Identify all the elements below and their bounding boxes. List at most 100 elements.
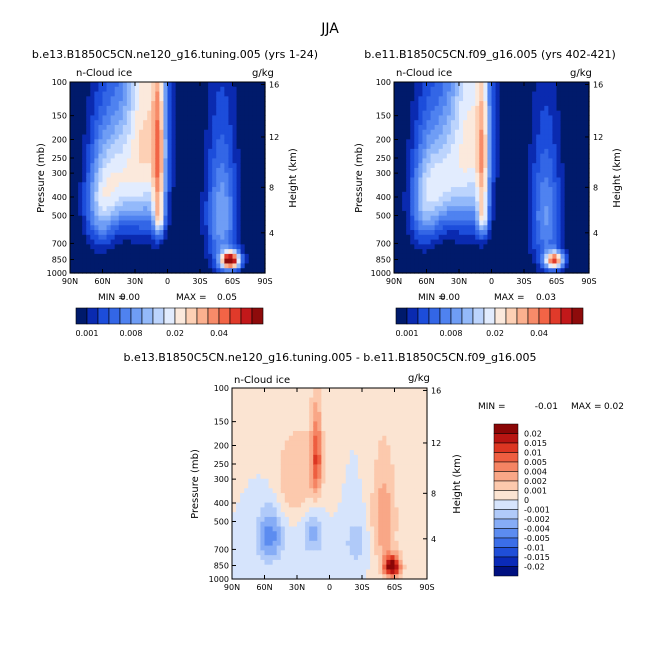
heatmap-cell [268, 497, 274, 504]
heatmap-cell [276, 473, 282, 480]
heatmap-cell [568, 206, 574, 212]
heatmap-cell [90, 177, 95, 183]
heatmap-cell [130, 167, 136, 174]
heatmap-cell [240, 531, 245, 537]
heatmap-cell [572, 215, 578, 222]
heatmap-cell [394, 182, 399, 188]
heatmap-cell [155, 91, 160, 97]
heatmap-cell [106, 215, 112, 222]
heatmap-cell [491, 182, 497, 188]
heatmap-cell [402, 115, 407, 121]
heatmap-cell [102, 144, 108, 150]
heatmap-cell [139, 249, 144, 255]
heatmap-cell [151, 129, 156, 136]
heatmap-cell [515, 163, 521, 169]
heatmap-cell [232, 416, 237, 423]
heatmap-cell [288, 497, 294, 504]
heatmap-cell [256, 110, 262, 117]
heatmap-cell [532, 124, 537, 131]
heatmap-cell [479, 177, 484, 183]
heatmap-cell [90, 86, 95, 93]
heatmap-cell [244, 502, 249, 508]
y2-tick-label: 8 [593, 183, 598, 192]
heatmap-cell [479, 144, 484, 150]
heatmap-cell [284, 426, 290, 432]
heatmap-cell [544, 210, 549, 217]
heatmap-cell [171, 206, 177, 212]
heatmap-cell [418, 120, 424, 126]
heatmap-cell [147, 172, 152, 179]
colorbar-swatch [516, 307, 529, 325]
heatmap-cell [507, 191, 513, 198]
heatmap-cell [175, 101, 181, 107]
heatmap-cell [483, 191, 489, 198]
heatmap-cell [200, 129, 205, 136]
heatmap-cell [151, 144, 156, 150]
heatmap-cell [507, 153, 513, 160]
heatmap-cell [519, 148, 525, 155]
heatmap-cell [471, 153, 476, 160]
heatmap-cell [143, 244, 148, 250]
heatmap-cell [155, 110, 160, 117]
heatmap-cell [248, 134, 254, 140]
heatmap-cell [317, 388, 322, 394]
heatmap-cell [171, 129, 177, 136]
heatmap-cell [321, 540, 327, 547]
heatmap-cell [260, 416, 266, 423]
heatmap-cell [212, 201, 217, 207]
heatmap-cell [98, 105, 104, 112]
heatmap-cell [454, 253, 460, 260]
heatmap-cell [228, 244, 234, 250]
heatmap-cell [94, 120, 100, 126]
heatmap-cell [244, 483, 249, 489]
heatmap-cell [122, 163, 128, 169]
heatmap-cell [82, 210, 87, 217]
heatmap-cell [94, 96, 100, 102]
heatmap-cell [544, 206, 549, 212]
heatmap-cell [288, 521, 294, 528]
heatmap-cell [70, 110, 75, 117]
heatmap-cell [256, 134, 262, 140]
heatmap-cell [264, 555, 270, 561]
heatmap-cell [475, 101, 480, 107]
heatmap-cell [410, 134, 415, 140]
heatmap-cell [252, 450, 257, 456]
heatmap-cell [463, 153, 468, 160]
heatmap-cell [175, 206, 181, 212]
heatmap-cell [442, 124, 448, 131]
heatmap-cell [260, 86, 266, 93]
heatmap-cell [519, 210, 525, 217]
heatmap-cell [524, 91, 529, 97]
heatmap-cell [406, 163, 411, 169]
heatmap-cell [94, 101, 100, 107]
heatmap-cell [511, 129, 517, 136]
heatmap-cell [240, 82, 246, 88]
heatmap-cell [248, 478, 253, 485]
heatmap-cell [167, 96, 173, 102]
heatmap-cell [159, 115, 165, 121]
heatmap-cell [256, 473, 262, 480]
heatmap-cell [175, 158, 181, 164]
heatmap-cell [544, 163, 549, 169]
heatmap-cell [147, 153, 152, 160]
heatmap-cell [284, 536, 290, 542]
heatmap-cell [232, 397, 237, 403]
heatmap-cell [236, 191, 242, 198]
heatmap-cell [179, 239, 185, 245]
heatmap-cell [301, 555, 306, 561]
heatmap-cell [467, 244, 472, 250]
heatmap-cell [442, 239, 448, 245]
heatmap-cell [426, 244, 432, 250]
heatmap-cell [122, 96, 128, 102]
heatmap-cell [394, 215, 399, 222]
heatmap-cell [398, 191, 403, 198]
heatmap-cell [114, 234, 120, 241]
heatmap-cell [422, 268, 428, 274]
heatmap-cell [475, 158, 480, 164]
heatmap-cell [179, 101, 185, 107]
heatmap-cell [305, 531, 310, 537]
heatmap-cell [106, 115, 112, 121]
heatmap-cell [240, 397, 245, 403]
heatmap-cell [139, 201, 144, 207]
heatmap-cell [256, 497, 262, 504]
